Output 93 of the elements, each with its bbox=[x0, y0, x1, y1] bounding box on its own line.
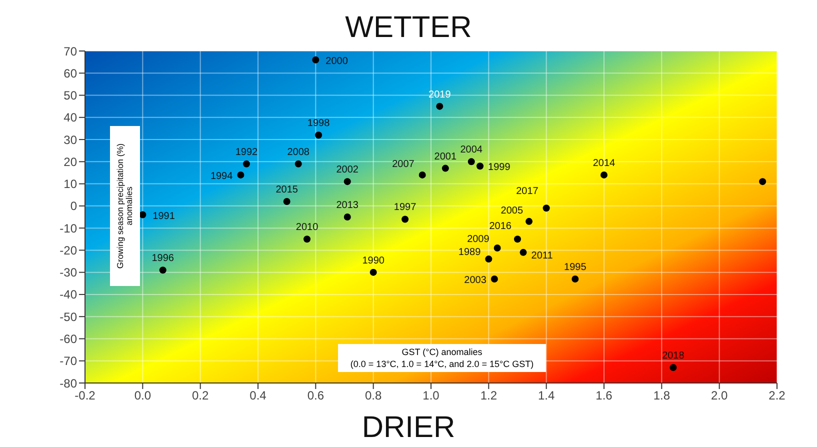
x-tick-label: 1.4 bbox=[538, 388, 555, 403]
point bbox=[242, 160, 250, 168]
y-tick-label: -50 bbox=[60, 310, 78, 324]
x-tick-label: 0.4 bbox=[250, 388, 267, 403]
point bbox=[304, 236, 311, 243]
y-tick-label: 60 bbox=[64, 66, 78, 80]
point bbox=[315, 132, 322, 139]
y-tick-label: -70 bbox=[60, 354, 78, 368]
annotation: 2015 bbox=[276, 184, 298, 196]
annotation: 2009 bbox=[467, 234, 490, 245]
annotation: 2017 bbox=[516, 186, 539, 198]
point bbox=[139, 211, 146, 218]
x-tick-label: 0.6 bbox=[307, 388, 324, 403]
point bbox=[759, 178, 766, 186]
annotation: 1992 bbox=[235, 146, 258, 158]
annotation: 2002 bbox=[336, 164, 359, 176]
point bbox=[442, 164, 449, 172]
point bbox=[526, 218, 533, 225]
annotation: 1994 bbox=[210, 170, 234, 182]
y-tick-label: 50 bbox=[64, 88, 78, 103]
y-tick-label: 70 bbox=[64, 44, 78, 58]
point bbox=[468, 158, 475, 166]
y-tick-label: 0 bbox=[70, 199, 78, 214]
point bbox=[514, 236, 521, 243]
annotation: (0.0 = 13°C, 1.0 = 14°C, and 2.0 = 15°C GST) bbox=[349, 358, 535, 370]
point bbox=[418, 171, 426, 178]
point bbox=[344, 214, 351, 220]
x-tick-label: 0.0 bbox=[134, 388, 152, 403]
point bbox=[600, 171, 608, 178]
annotation: 2016 bbox=[489, 221, 512, 232]
x-tick-label: 2.0 bbox=[710, 388, 728, 403]
annotation: 1999 bbox=[488, 162, 511, 174]
annotation: 2018 bbox=[662, 350, 685, 362]
annotation: 1990 bbox=[362, 255, 385, 266]
point bbox=[520, 248, 527, 256]
annotation: 1989 bbox=[458, 247, 482, 258]
text: WETTER bbox=[345, 11, 472, 44]
point bbox=[294, 160, 302, 168]
annotation: 2011 bbox=[531, 250, 554, 262]
annotation: 2005 bbox=[500, 205, 524, 216]
annotation: 2004 bbox=[460, 144, 483, 156]
annotation: 1995 bbox=[564, 262, 587, 273]
annotation: 1997 bbox=[394, 202, 417, 214]
x-tick-label: 1.2 bbox=[480, 388, 498, 403]
point bbox=[159, 266, 166, 274]
y-axis-title-box: Growing season precipitation (%) anomalies bbox=[110, 126, 140, 286]
y-tick-label: -30 bbox=[60, 266, 78, 280]
point bbox=[283, 198, 290, 206]
annotation: 2003 bbox=[464, 274, 487, 286]
point bbox=[670, 364, 677, 372]
y-tick-label: -40 bbox=[60, 288, 78, 302]
x-axis-title-box: GST (°C) anomalies (0.0 = 13°C, 1.0 = 14°C, and 2.0 = 15°C GST) bbox=[338, 344, 546, 372]
x-tick-label: 1.0 bbox=[422, 388, 440, 403]
annotation: 2010 bbox=[296, 222, 319, 234]
point bbox=[436, 102, 444, 110]
x-tick-label: 1.6 bbox=[596, 388, 613, 403]
point bbox=[490, 275, 498, 282]
annotation: 2008 bbox=[287, 146, 310, 158]
annotation: 2007 bbox=[392, 158, 415, 170]
annotation: 2000 bbox=[326, 56, 348, 67]
annotation: 1991 bbox=[152, 210, 176, 222]
point bbox=[402, 216, 409, 223]
x-tick-label: 0.2 bbox=[192, 388, 209, 403]
y-tick-label: 10 bbox=[64, 177, 78, 192]
x-tick-label: 2.2 bbox=[768, 388, 786, 403]
x-tick-label: 0.8 bbox=[364, 388, 382, 403]
point bbox=[476, 162, 484, 170]
y-tick-label: -60 bbox=[60, 332, 78, 346]
y-tick-label: 30 bbox=[64, 132, 78, 147]
point bbox=[344, 178, 351, 186]
point bbox=[312, 56, 320, 64]
point bbox=[542, 204, 550, 212]
annotation: 2001 bbox=[434, 151, 457, 162]
annotation: 1998 bbox=[307, 118, 330, 130]
point bbox=[572, 275, 579, 282]
y-tick-label: 20 bbox=[64, 154, 78, 169]
y-tick-label: -20 bbox=[60, 243, 78, 258]
y-tick-label: 40 bbox=[64, 110, 78, 125]
annotation: 2019 bbox=[428, 89, 452, 100]
annotation: 2013 bbox=[336, 200, 359, 211]
y-tick-label: -80 bbox=[60, 376, 78, 390]
y-axis-title: Growing season precipitation (%) anomalies bbox=[115, 142, 134, 271]
text: DRIER bbox=[360, 410, 456, 446]
annotation: 1996 bbox=[152, 253, 174, 264]
point bbox=[494, 244, 501, 252]
annotation: 2014 bbox=[592, 158, 616, 169]
y-tick-label: -10 bbox=[60, 221, 78, 236]
x-tick-label: 1.8 bbox=[653, 388, 670, 403]
x-tick-label: -0.2 bbox=[74, 388, 96, 403]
point bbox=[485, 256, 492, 263]
point bbox=[370, 268, 377, 276]
x-axis-title: GST (°C) anomalies bbox=[400, 346, 484, 358]
point bbox=[237, 171, 244, 178]
